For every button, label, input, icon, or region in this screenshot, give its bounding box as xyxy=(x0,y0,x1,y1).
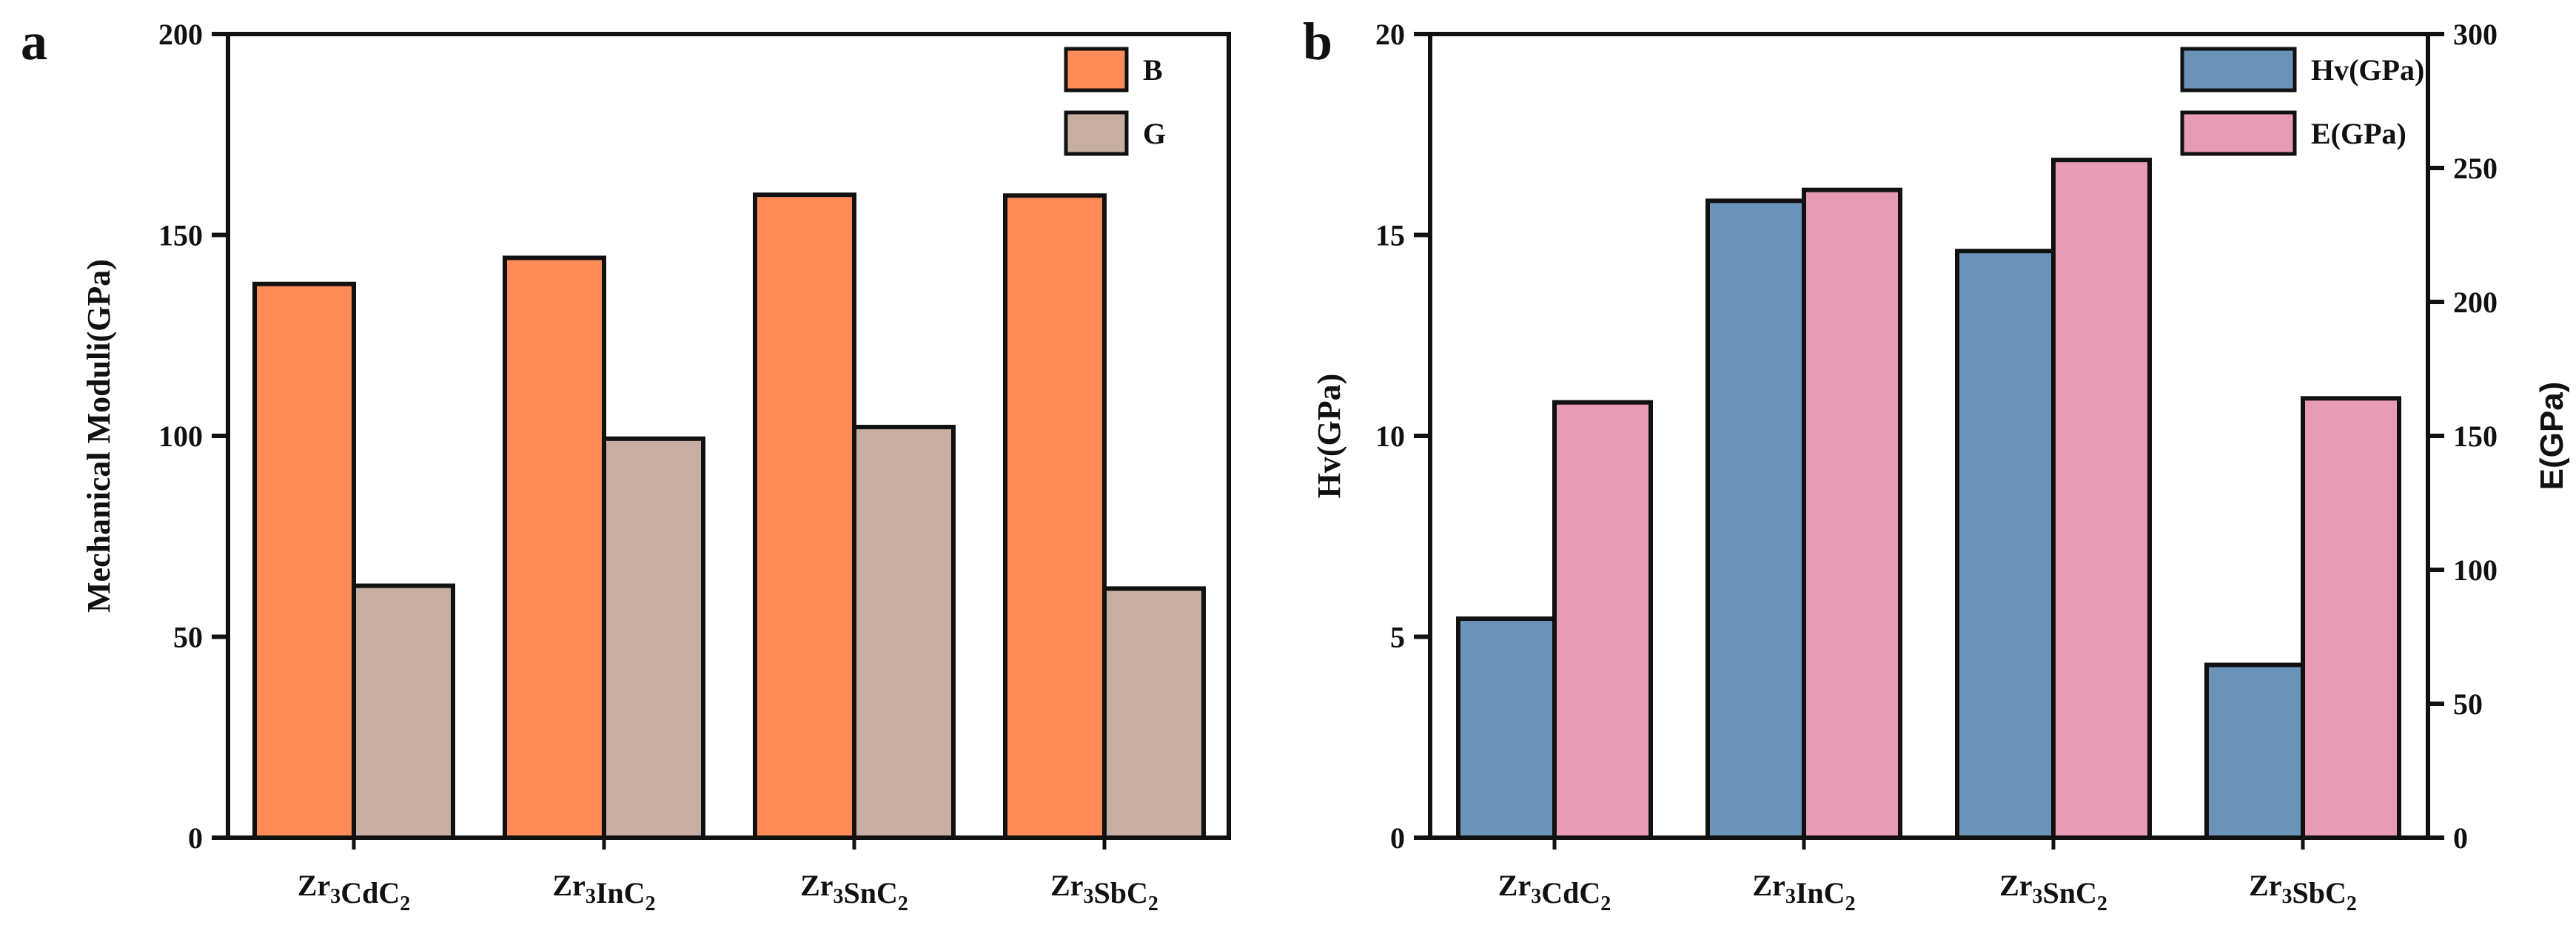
bar-b-1 xyxy=(252,281,356,841)
panel-a-chart: a Zr3CdC2 Zr3InC2 Zr3SnC2 Zr3SbC2 0 50 100 150 20… xyxy=(21,12,1231,915)
legend-swatch-2 xyxy=(1064,110,1129,156)
panel-label-b: b xyxy=(1303,12,1332,71)
y2-tick-label: 150 xyxy=(2453,420,2498,453)
x-tick-label-4: Zr3SbC2 xyxy=(2249,869,2357,915)
x-tick-label-3: Zr3SnC2 xyxy=(800,869,908,915)
y2-tick-label: 100 xyxy=(2453,554,2498,587)
y-tick-label: 100 xyxy=(158,420,203,453)
y2-axis-label: E(GPa) xyxy=(2534,382,2570,491)
bar-b-4 xyxy=(1003,193,1107,840)
bar-b-2 xyxy=(503,255,606,840)
legend-label-2: G xyxy=(1143,117,1166,150)
y-axis-label: Hv(GPa) xyxy=(1311,374,1347,499)
y-axis-label: Mechanical Moduli(GPa) xyxy=(81,259,117,613)
x-tick-label-1: Zr3CdC2 xyxy=(298,869,410,915)
y-tick-label: 0 xyxy=(188,821,203,855)
bar-g-1 xyxy=(352,583,455,840)
bar-e-gpa-4 xyxy=(2301,396,2401,840)
legend-label-1: B xyxy=(1143,53,1163,87)
y-tick-label: 200 xyxy=(158,18,203,51)
y2-tick-label: 250 xyxy=(2453,152,2498,185)
legend-swatch-1 xyxy=(2180,47,2297,93)
legend-label-1: Hv(GPa) xyxy=(2311,53,2424,87)
bar-hv-gpa-1 xyxy=(1456,616,1557,840)
bar-g-4 xyxy=(1102,586,1206,841)
y-tick-label: 0 xyxy=(1390,821,1405,855)
x-tick-label-1: Zr3CdC2 xyxy=(1498,869,1611,915)
panel-label-a: a xyxy=(21,12,47,71)
legend-swatch-2 xyxy=(2180,110,2297,156)
x-tick-label-3: Zr3SnC2 xyxy=(1999,869,2107,915)
y2-tick-label: 50 xyxy=(2453,687,2483,721)
y-tick-label: 150 xyxy=(158,219,203,252)
panel-b-chart: bZr3CdC2Zr3InC2Zr3SnC2Zr3SbC205101520050… xyxy=(1303,12,2570,915)
y-tick-label: 5 xyxy=(1390,621,1405,654)
x-tick-label-2: Zr3InC2 xyxy=(1752,869,1855,915)
legend-label-2: E(GPa) xyxy=(2311,117,2406,150)
y2-tick-label: 0 xyxy=(2453,821,2468,855)
y2-tick-label: 300 xyxy=(2453,18,2498,51)
bar-g-3 xyxy=(852,425,956,840)
legend-swatch-1 xyxy=(1064,47,1129,93)
x-tick-label-4: Zr3SbC2 xyxy=(1050,869,1158,915)
bar-hv-gpa-3 xyxy=(1955,249,2056,841)
y-tick-label: 20 xyxy=(1375,18,1405,51)
bar-e-gpa-3 xyxy=(2051,158,2152,840)
y2-tick-label: 200 xyxy=(2453,286,2498,319)
bar-hv-gpa-2 xyxy=(1705,198,1806,841)
y-tick-label: 50 xyxy=(173,621,203,654)
bar-hv-gpa-4 xyxy=(2204,662,2305,841)
x-tick-label-2: Zr3InC2 xyxy=(552,869,655,915)
bar-e-gpa-1 xyxy=(1552,400,1653,840)
bar-e-gpa-2 xyxy=(1802,187,1902,840)
bar-b-3 xyxy=(753,192,856,840)
y-tick-label: 15 xyxy=(1375,219,1405,252)
bar-g-2 xyxy=(602,436,705,840)
y-tick-label: 10 xyxy=(1375,420,1405,453)
